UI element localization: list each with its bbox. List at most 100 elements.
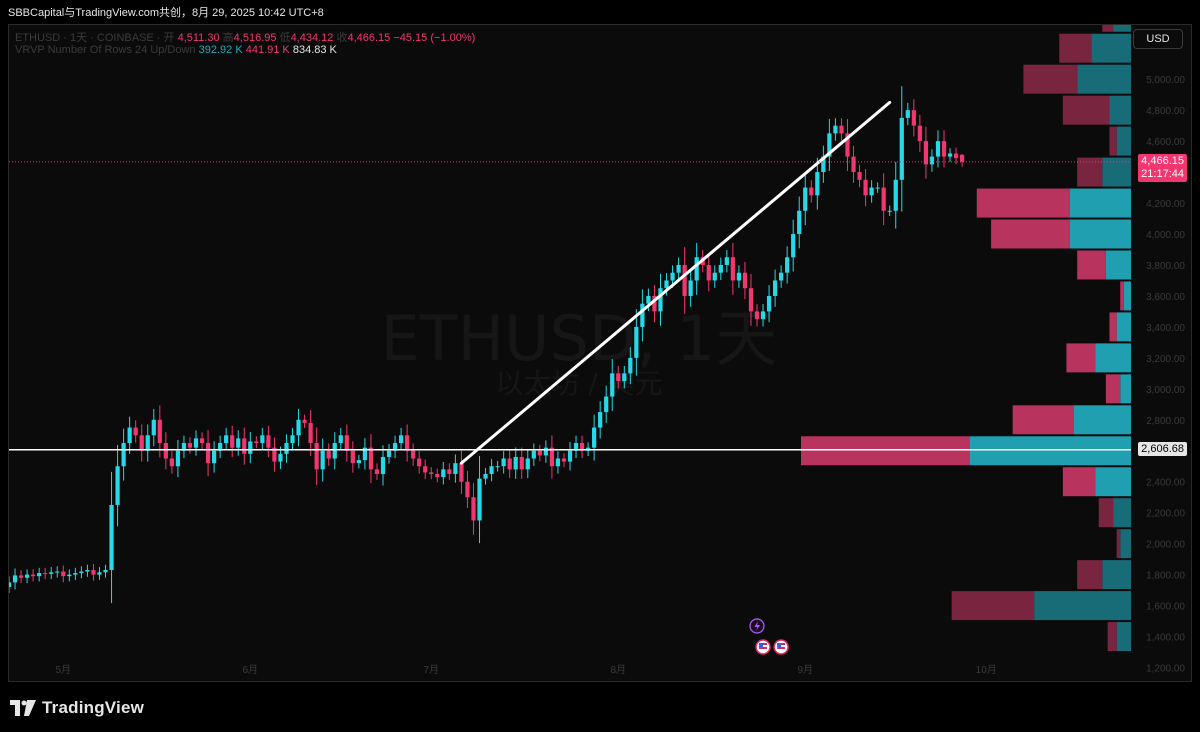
y-tick-label: 3,400.00 (1146, 323, 1185, 334)
currency-button[interactable]: USD (1133, 29, 1183, 49)
candle-body (272, 447, 277, 462)
vp-up-bar (1105, 250, 1131, 280)
legend-symbol: ETHUSD · 1天 · COINBASE · 开 (15, 32, 175, 44)
flag-stripe (759, 647, 768, 649)
x-tick-label: 9月 (797, 664, 813, 676)
x-tick-label: 6月 (243, 664, 259, 676)
candle-body (507, 458, 512, 470)
watermark: ETHUSD, 1天 以太坊 / 美元 (380, 302, 777, 400)
candle-body (362, 447, 368, 461)
candle-body (646, 295, 651, 304)
candle-body (911, 110, 916, 126)
candle-body (296, 419, 301, 436)
candle-body (935, 141, 941, 157)
candle-body (947, 153, 953, 157)
candle-body (278, 453, 283, 462)
vp-up-bar (1091, 33, 1131, 63)
candle-body (31, 574, 36, 577)
candle-body (350, 450, 355, 464)
y-tick-label: 4,200.00 (1146, 199, 1185, 210)
candle-body (863, 179, 868, 196)
candle-body (579, 443, 585, 451)
y-tick-label: 2,200.00 (1146, 509, 1185, 520)
candle-body (598, 412, 603, 428)
candle-body (49, 572, 54, 574)
candle-body (833, 125, 838, 134)
candle-body (803, 187, 808, 211)
page-title: SBBCapital与TradingView.com共创，8月 29, 2025… (8, 7, 324, 19)
candle-body (392, 443, 398, 451)
vp-down-bar (1062, 467, 1096, 497)
drawings[interactable] (9, 100, 1131, 465)
vrvp-total: 834.83 K (292, 44, 337, 56)
vp-up-bar (1116, 126, 1131, 156)
vp-down-bar (991, 219, 1071, 249)
last-price-value: 4,466.15 (1141, 154, 1184, 167)
candle-body (724, 257, 729, 265)
vp-down-bar (1077, 250, 1106, 280)
candle-body (109, 504, 114, 570)
vp-up-bar (1116, 312, 1131, 342)
horizontal-line-price-tag: 2,606.68 (1138, 441, 1187, 456)
candle-body (121, 443, 126, 467)
candle-body (537, 450, 542, 456)
y-tick-label: 2,400.00 (1146, 478, 1185, 489)
y-tick-label: 3,600.00 (1146, 292, 1185, 303)
candle-body (766, 295, 772, 312)
candle-body (236, 438, 241, 448)
y-tick-label: 3,800.00 (1146, 261, 1185, 272)
y-tick-label: 1,400.00 (1146, 633, 1185, 644)
candle-body (175, 450, 181, 467)
candle-body (760, 311, 766, 320)
y-tick-label: 1,600.00 (1146, 602, 1185, 613)
candle-body (519, 456, 524, 470)
legend-low-label: 低 (279, 32, 291, 44)
candle-body (224, 435, 229, 444)
vp-down-bar (1077, 157, 1103, 187)
y-tick-label: 5,000.00 (1146, 75, 1185, 86)
candle-body (326, 450, 331, 459)
chart-canvas[interactable]: ETHUSD, 1天 以太坊 / 美元 5,000.00 4,800.00 4,60… (9, 25, 1192, 682)
x-tick-label: 7月 (423, 664, 439, 676)
candle-body (157, 419, 162, 444)
footer-brand[interactable]: TradingView (10, 697, 144, 719)
candle-body (664, 280, 669, 289)
vp-up-bar (1102, 157, 1131, 187)
candle-body (320, 450, 325, 470)
vp-down-bar (1066, 343, 1096, 373)
chart-panel[interactable]: ETHUSD, 1天 以太坊 / 美元 5,000.00 4,800.00 4,60… (8, 24, 1192, 682)
time-axis[interactable]: 5月 6月 7月 8月 9月 10月 (56, 664, 997, 676)
candle-body (857, 172, 862, 180)
vp-down-bar (1012, 405, 1074, 435)
candle-body (791, 234, 796, 258)
candle-body (260, 435, 265, 444)
candle-body (652, 295, 657, 312)
vp-down-bar (1059, 33, 1092, 63)
candle-body (815, 172, 820, 196)
candle-body (513, 456, 518, 470)
candle-body (634, 326, 639, 358)
vp-up-bar (1116, 622, 1131, 652)
y-tick-label: 2,000.00 (1146, 540, 1185, 551)
candle-body (923, 141, 929, 165)
y-tick-label: 3,000.00 (1146, 385, 1185, 396)
candle-body (169, 458, 174, 467)
vp-up-bar (1120, 374, 1131, 404)
vrvp-down: 441.91 K (245, 44, 290, 56)
candle-body (495, 466, 500, 468)
price-axis[interactable]: 5,000.004,800.004,600.004,400.004,200.00… (1146, 75, 1185, 674)
candle-body (742, 272, 748, 289)
candle-body (887, 210, 892, 212)
candle-body (694, 257, 699, 281)
watermark-name: 以太坊 / 美元 (495, 367, 662, 400)
candle-body (374, 469, 380, 474)
events[interactable] (749, 618, 789, 655)
candle-body (398, 435, 404, 444)
flag-canton (759, 643, 764, 647)
lightning-bolt-icon (754, 621, 760, 631)
vp-up-bar (1113, 25, 1131, 32)
candle-body (85, 569, 90, 572)
candle-body (103, 569, 108, 573)
candle-body (953, 153, 959, 159)
candle-body (356, 460, 361, 464)
